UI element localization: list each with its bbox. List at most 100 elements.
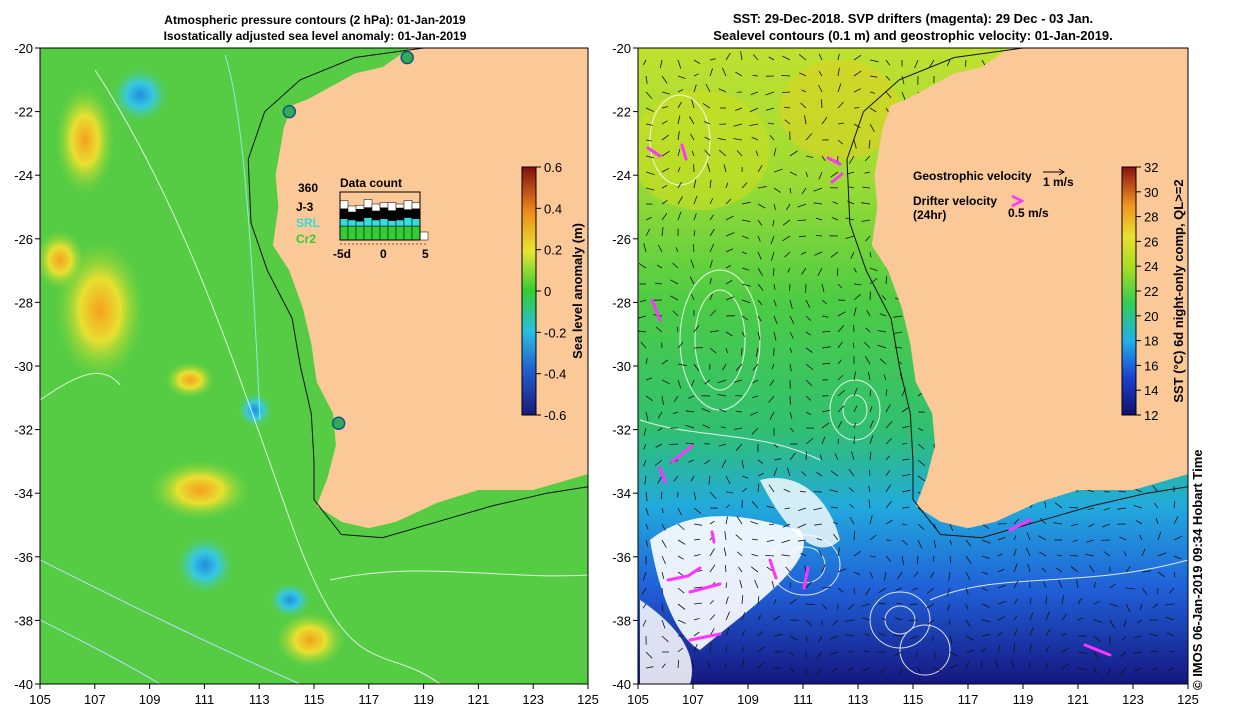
velocity-vector xyxy=(869,278,878,285)
velocity-vector xyxy=(725,645,728,653)
velocity-vector xyxy=(837,139,844,145)
y-tick-label: -22 xyxy=(612,105,631,120)
velocity-vector xyxy=(849,516,855,525)
velocity-vector xyxy=(638,330,647,333)
velocity-vector xyxy=(981,539,991,544)
velocity-vector xyxy=(725,198,732,205)
series-label-cr2: Cr2 xyxy=(296,232,316,246)
velocity-vector xyxy=(693,195,698,205)
velocity-vector xyxy=(901,425,910,429)
drifter-legend-label: Drifter velocity xyxy=(913,194,997,208)
y-tick-label: -26 xyxy=(14,232,33,247)
velocity-vector xyxy=(757,235,761,242)
sst-axes: 105 107 109 111 113 115 117 119 121 123 125 -20 -22 -… xyxy=(612,41,1199,707)
velocity-vector xyxy=(813,202,823,205)
velocity-vector xyxy=(685,424,695,429)
velocity-vector xyxy=(639,299,647,303)
velocity-vector xyxy=(847,667,855,671)
velocity-vector xyxy=(917,523,925,530)
velocity-vector xyxy=(768,523,775,526)
velocity-vector xyxy=(741,487,747,493)
data-count-bar xyxy=(379,202,389,209)
velocity-vector xyxy=(691,99,695,109)
velocity-vector xyxy=(645,358,648,365)
velocity-vector xyxy=(926,603,935,609)
velocity-vector xyxy=(1108,667,1111,675)
velocity-vector xyxy=(1070,566,1079,573)
velocity-vector xyxy=(869,406,873,413)
velocity-vector xyxy=(757,646,765,653)
velocity-vector xyxy=(661,635,669,643)
velocity-vector xyxy=(725,232,735,237)
data-count-bar xyxy=(340,208,348,219)
velocity-vector xyxy=(853,267,857,273)
velocity-vector xyxy=(965,587,969,595)
velocity-vector xyxy=(709,548,715,557)
x-tick-label: 125 xyxy=(1177,692,1199,707)
velocity-vector xyxy=(735,534,743,541)
velocity-vector xyxy=(642,603,647,609)
velocity-vector xyxy=(741,299,751,304)
velocity-vector xyxy=(677,148,681,157)
velocity-vector xyxy=(689,116,695,125)
data-count-bar xyxy=(412,208,420,219)
velocity-vector xyxy=(799,72,807,77)
velocity-vector xyxy=(765,555,775,557)
velocity-vector xyxy=(868,485,871,493)
velocity-vector xyxy=(1061,662,1070,669)
velocity-vector xyxy=(786,203,791,211)
sla-axes: 105 107 109 111 113 115 117 119 121 123 125 -20 -22 -… xyxy=(14,41,599,707)
colorbar-tick-label: 20 xyxy=(1144,309,1158,324)
x-tick-label: 119 xyxy=(1013,692,1034,707)
velocity-vector xyxy=(821,422,830,429)
velocity-vector xyxy=(773,283,776,290)
velocity-vector xyxy=(878,603,887,605)
velocity-vector xyxy=(1077,651,1087,655)
velocity-vector xyxy=(1061,613,1067,621)
velocity-vector xyxy=(757,165,763,173)
velocity-vector xyxy=(813,507,823,511)
velocity-vector xyxy=(914,651,919,658)
velocity-vector xyxy=(693,230,696,237)
velocity-vector xyxy=(885,59,891,66)
velocity-vector xyxy=(893,315,903,318)
velocity-vector xyxy=(869,555,876,558)
velocity-vector xyxy=(757,661,765,669)
velocity-vector xyxy=(709,330,719,333)
data-count-title: Data count xyxy=(340,176,402,190)
velocity-vector xyxy=(789,411,793,420)
velocity-vector xyxy=(864,342,871,349)
velocity-vector xyxy=(677,131,680,141)
velocity-vector xyxy=(749,107,759,113)
velocity-vector xyxy=(1093,600,1100,605)
velocity-vector xyxy=(741,235,749,239)
sla-anomaly-low xyxy=(268,582,312,618)
velocity-vector xyxy=(782,55,791,61)
velocity-vector xyxy=(725,296,735,301)
velocity-vector xyxy=(832,619,839,626)
velocity-vector xyxy=(853,571,861,576)
velocity-vector xyxy=(645,523,649,530)
velocity-vector xyxy=(645,377,653,381)
velocity-vector xyxy=(869,515,873,525)
velocity-vector xyxy=(821,436,826,445)
velocity-vector xyxy=(885,519,893,525)
drifter-legend-sub: (24hr) xyxy=(913,208,946,222)
velocity-vector xyxy=(1038,535,1047,541)
x-tick-label: 105 xyxy=(29,692,51,707)
velocity-vector xyxy=(685,442,695,445)
velocity-vector xyxy=(773,633,783,637)
velocity-vector xyxy=(735,443,743,451)
velocity-vector xyxy=(693,213,697,221)
velocity-vector xyxy=(821,586,831,589)
velocity-vector xyxy=(661,120,668,125)
sla-colorbar xyxy=(521,166,537,416)
velocity-vector xyxy=(818,171,823,180)
velocity-vector xyxy=(723,164,727,173)
velocity-vector xyxy=(642,59,647,66)
velocity-vector xyxy=(981,555,990,559)
velocity-vector xyxy=(741,251,748,255)
velocity-vector xyxy=(798,507,807,511)
velocity-vector xyxy=(862,186,871,189)
velocity-vector xyxy=(643,571,647,581)
